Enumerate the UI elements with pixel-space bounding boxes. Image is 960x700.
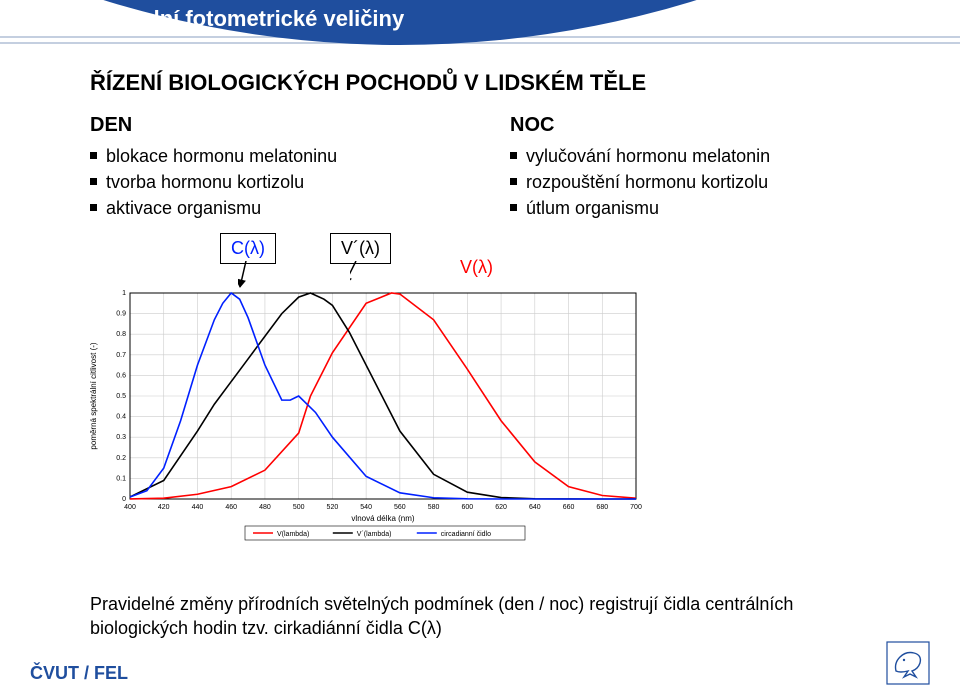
svg-text:0.3: 0.3 [116, 434, 126, 441]
list-item: vylučování hormonu melatonin [510, 143, 890, 169]
footer-brand: ČVUT / FEL [30, 663, 128, 684]
svg-text:vlnová délka (nm): vlnová délka (nm) [351, 514, 414, 523]
svg-text:480: 480 [259, 504, 271, 511]
header-divider-2 [0, 42, 960, 44]
col-head-den: DEN [90, 114, 470, 137]
label-v-lambda: V(λ) [460, 257, 493, 278]
svg-text:680: 680 [596, 504, 608, 511]
svg-text:600: 600 [461, 504, 473, 511]
list-item: aktivace organismu [90, 195, 470, 221]
curve-labels-row: C(λ) V´(λ) V(λ) [90, 233, 890, 275]
svg-text:0: 0 [122, 496, 126, 503]
list-item: rozpouštění hormonu kortizolu [510, 169, 890, 195]
svg-text:1: 1 [122, 290, 126, 297]
label-c-lambda: C(λ) [220, 233, 276, 264]
svg-text:0.2: 0.2 [116, 455, 126, 462]
two-columns: DEN blokace hormonu melatoninu tvorba ho… [90, 114, 890, 221]
body-paragraph: Pravidelné změny přírodních světelných p… [90, 592, 890, 641]
svg-text:660: 660 [563, 504, 575, 511]
spectral-chart: 0 0.1 0.2 0.3 0.4 0.5 0.6 0.7 0.8 0.9 1 400 420 440 46… [82, 281, 662, 541]
section-heading: ŘÍZENÍ BIOLOGICKÝCH POCHODŮ V LIDSKÉM TĚ… [90, 70, 890, 96]
svg-text:620: 620 [495, 504, 507, 511]
list-item: blokace hormonu melatoninu [90, 143, 470, 169]
svg-text:poměrná spektrální citlivost (: poměrná spektrální citlivost (-) [89, 342, 98, 449]
svg-text:0.7: 0.7 [116, 352, 126, 359]
header-band: Základní fotometrické veličiny [0, 0, 960, 54]
svg-text:420: 420 [158, 504, 170, 511]
svg-text:520: 520 [327, 504, 339, 511]
main-content: ŘÍZENÍ BIOLOGICKÝCH POCHODŮ V LIDSKÉM TĚ… [90, 70, 890, 541]
list-item: tvorba hormonu kortizolu [90, 169, 470, 195]
svg-text:500: 500 [293, 504, 305, 511]
svg-text:0.1: 0.1 [116, 476, 126, 483]
svg-text:V´(lambda): V´(lambda) [357, 531, 392, 538]
svg-text:V(lambda): V(lambda) [277, 531, 309, 538]
den-list: blokace hormonu melatoninu tvorba hormon… [90, 143, 470, 221]
svg-text:0.8: 0.8 [116, 331, 126, 338]
label-vprime-lambda: V´(λ) [330, 233, 391, 264]
svg-text:circadianní čidlo: circadianní čidlo [441, 531, 491, 538]
svg-text:460: 460 [225, 504, 237, 511]
page-title: Základní fotometrické veličiny [90, 6, 404, 32]
svg-text:440: 440 [192, 504, 204, 511]
column-noc: NOC vylučování hormonu melatonin rozpouš… [510, 114, 890, 221]
svg-text:0.5: 0.5 [116, 393, 126, 400]
chart-svg: 0 0.1 0.2 0.3 0.4 0.5 0.6 0.7 0.8 0.9 1 400 420 440 46… [82, 281, 662, 541]
svg-text:700: 700 [630, 504, 642, 511]
col-head-noc: NOC [510, 114, 890, 137]
column-den: DEN blokace hormonu melatoninu tvorba ho… [90, 114, 470, 221]
svg-text:540: 540 [360, 504, 372, 511]
footer-logo [886, 641, 930, 690]
svg-text:400: 400 [124, 504, 136, 511]
svg-text:580: 580 [428, 504, 440, 511]
svg-text:0.4: 0.4 [116, 414, 126, 421]
noc-list: vylučování hormonu melatonin rozpouštění… [510, 143, 890, 221]
svg-text:0.9: 0.9 [116, 311, 126, 318]
svg-text:560: 560 [394, 504, 406, 511]
list-item: útlum organismu [510, 195, 890, 221]
svg-text:0.6: 0.6 [116, 373, 126, 380]
svg-text:640: 640 [529, 504, 541, 511]
